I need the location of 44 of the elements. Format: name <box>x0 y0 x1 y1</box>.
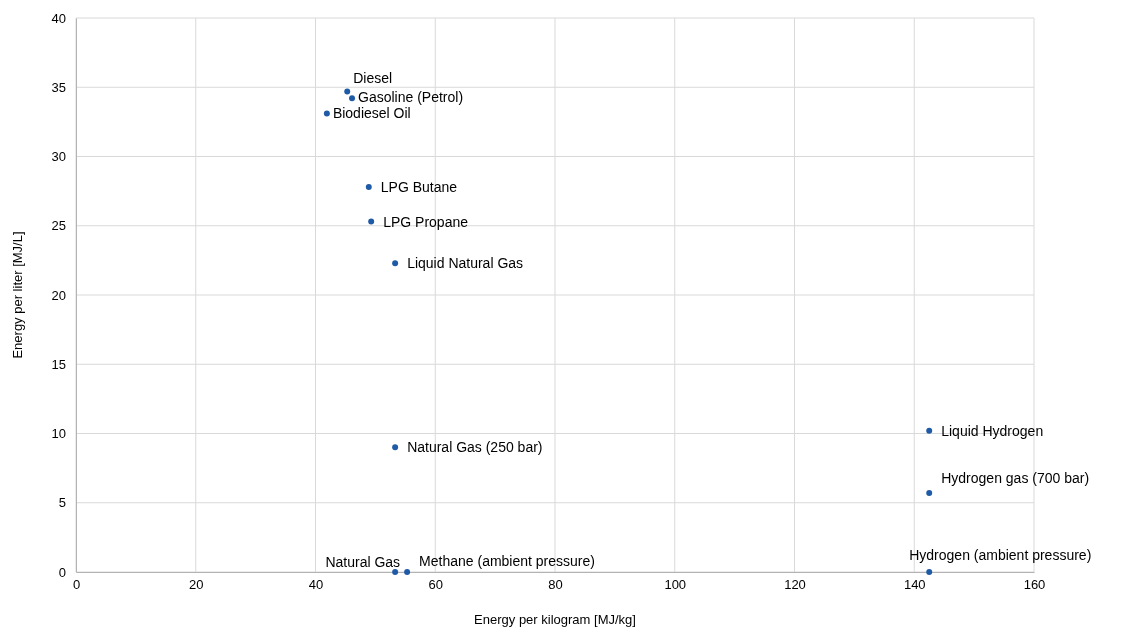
x-tick-label: 100 <box>664 577 687 593</box>
y-tick-label: 10 <box>51 426 66 442</box>
point <box>392 569 399 575</box>
point <box>323 110 330 117</box>
y-tick-label: 5 <box>58 495 66 511</box>
y-tick-label: 20 <box>51 287 66 303</box>
point <box>392 444 399 451</box>
annotation: Gasoline (Petrol) <box>358 89 464 106</box>
point <box>368 218 375 225</box>
annotation: LPG Propane <box>383 213 469 230</box>
y-tick-label: 0 <box>58 564 66 580</box>
point <box>926 490 933 497</box>
annotation: LPG Butane <box>380 178 458 195</box>
point <box>365 183 372 190</box>
annotation: Liquid Natural Gas <box>407 255 524 272</box>
annotation: Hydrogen gas (700 bar) <box>941 470 1090 487</box>
point <box>392 260 399 267</box>
annotation: Liquid Hydrogen <box>941 422 1044 439</box>
point <box>404 569 411 575</box>
annotation: Biodiesel Oil <box>332 104 411 121</box>
x-axis-title: Energy per kilogram [MJ/kg] <box>474 612 636 627</box>
x-tick-label: 140 <box>903 577 926 593</box>
point <box>344 88 351 95</box>
y-tick-label: 35 <box>51 79 66 95</box>
x-tick-label: 80 <box>548 577 563 593</box>
y-tick-label: 15 <box>51 356 66 372</box>
x-tick-label: 20 <box>189 577 204 593</box>
y-axis-title: Energy per liter [MJ/L] <box>10 231 25 359</box>
annotation: Natural Gas (250 bar) <box>407 439 543 456</box>
x-tick-label: 120 <box>784 577 806 593</box>
point <box>926 569 933 575</box>
y-tick-label: 30 <box>51 149 66 165</box>
point <box>926 427 933 434</box>
annotation: Natural Gas <box>325 554 401 570</box>
annotation: Methane (ambient pressure) <box>419 553 595 569</box>
point <box>349 95 356 102</box>
x-tick-label: 40 <box>308 577 324 593</box>
y-tick-label: 40 <box>51 10 66 26</box>
y-tick-label: 25 <box>51 218 66 234</box>
x-tick-label: 160 <box>1023 577 1046 593</box>
x-tick-label: 0 <box>72 577 81 593</box>
annotation: Diesel <box>353 70 393 87</box>
x-tick-label: 60 <box>428 577 443 593</box>
annotation: Hydrogen (ambient pressure) <box>909 547 1092 563</box>
